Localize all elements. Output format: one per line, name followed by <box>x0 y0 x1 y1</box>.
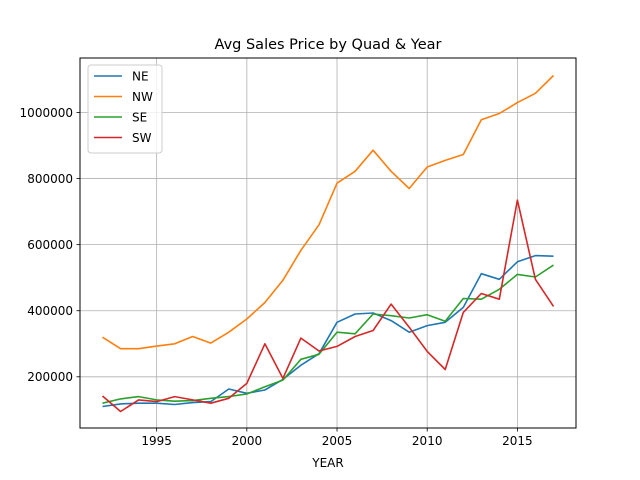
plot-area-frame <box>79 57 577 429</box>
y-tick-label: 600000 <box>27 238 73 252</box>
y-tick-label: 200000 <box>27 370 73 384</box>
x-tick-label: 2000 <box>232 434 263 448</box>
legend-label-sw: SW <box>132 131 152 145</box>
y-tick-label: 1000000 <box>20 106 73 120</box>
legend-label-se: SE <box>132 110 147 124</box>
axis-ticks: 1995 2000 2005 2010 2015 200000 400000 600000 80… <box>20 106 533 448</box>
y-tick-label: 800000 <box>27 172 73 186</box>
series-line-se <box>102 264 554 404</box>
y-tick-label: 400000 <box>27 304 73 318</box>
x-tick-label: 2010 <box>412 434 443 448</box>
legend-label-ne: NE <box>132 69 149 83</box>
x-tick-label: 2015 <box>502 434 533 448</box>
series-line-nw <box>102 74 555 350</box>
chart-title: Avg Sales Price by Quad & Year <box>215 37 442 53</box>
x-axis-label: YEAR <box>311 456 343 470</box>
legend-box <box>87 64 163 154</box>
x-tick-label: 2005 <box>322 434 353 448</box>
grid <box>80 58 576 428</box>
series-line-ne <box>102 254 554 408</box>
legend: NE NW SE SW <box>87 64 163 154</box>
series-lines <box>101 74 555 413</box>
series-line-sw <box>101 199 555 413</box>
legend-label-nw: NW <box>132 90 153 104</box>
x-tick-label: 1995 <box>141 434 172 448</box>
